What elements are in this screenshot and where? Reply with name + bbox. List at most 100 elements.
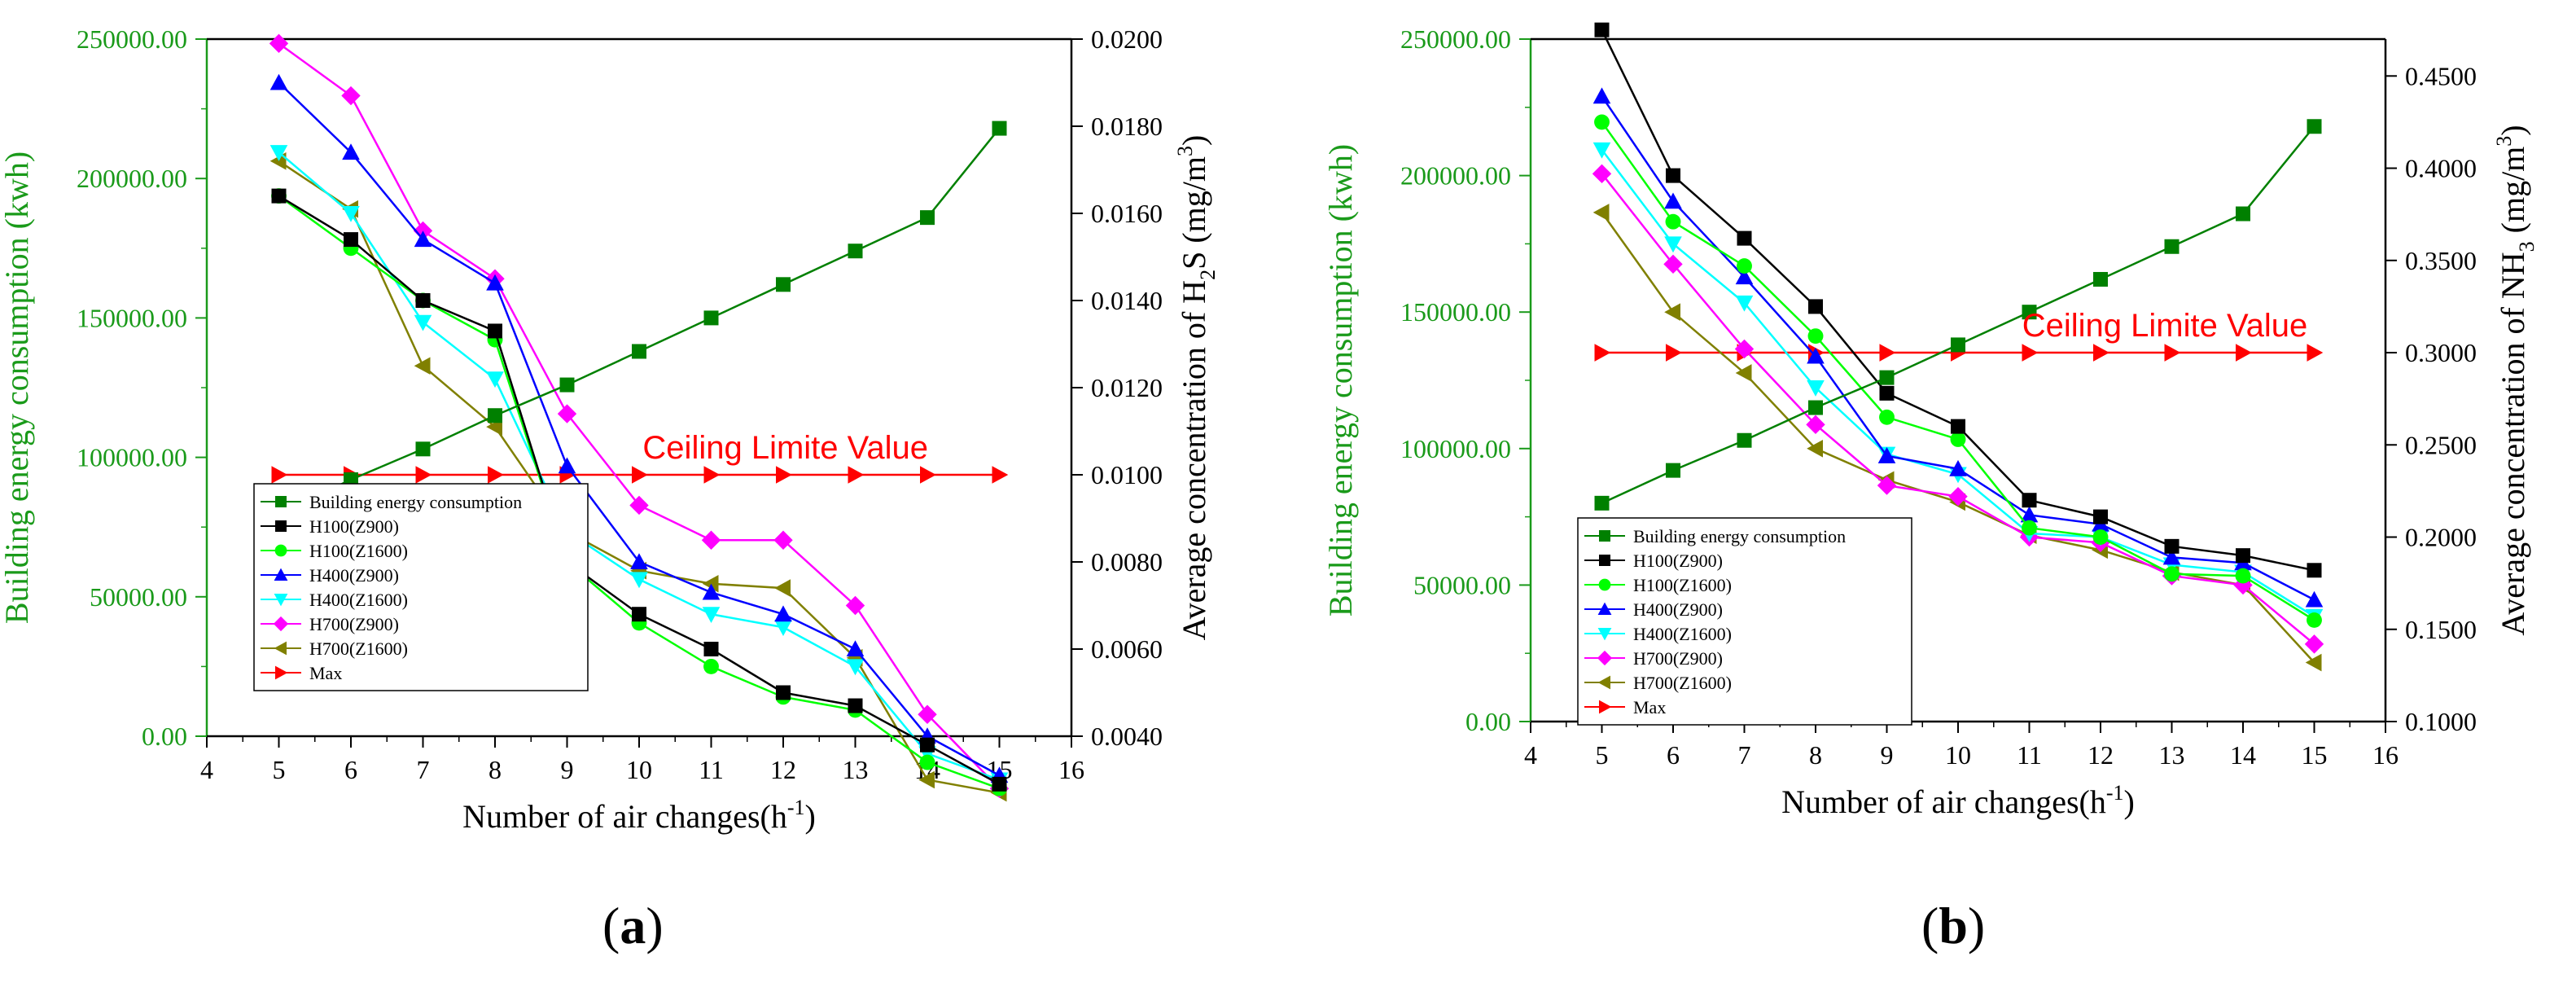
panel-b-y-right-label-part: ) [2495, 125, 2531, 135]
panel-b-data-point [1664, 236, 1682, 253]
panel-a-data-point [271, 188, 287, 204]
panel-b-x-tick-label: 13 [2159, 740, 2185, 770]
panel-a-data-point [557, 404, 577, 423]
panel-b-legend-label: Max [1633, 697, 1666, 717]
panel-b-legend-marker [1597, 650, 1613, 666]
panel-a-y-left-tick-label: 100000.00 [77, 443, 187, 472]
panel-a-y-right-tick-label: 0.0080 [1091, 547, 1163, 577]
panel-b-y-left-tick-label: 0.00 [1465, 707, 1511, 736]
panel-a-y-right-label-part: ) [1176, 135, 1212, 146]
panel-b-x-tick-label: 16 [2372, 740, 2399, 770]
panel-a-y-right-label-part: Average concentration of H [1176, 280, 1212, 640]
panel-a-legend-marker [274, 641, 287, 656]
panel-b-y-right-tick-label: 0.4500 [2405, 61, 2477, 90]
panel-b-y-right-label-part: Average concentration of NH [2495, 252, 2531, 635]
panel-b-data-point [2236, 206, 2250, 222]
panel-a-data-point [774, 605, 792, 622]
panel-b-data-point [2092, 529, 2109, 545]
panel-b-letter: b [1939, 897, 1968, 954]
panel-a-close: ) [646, 897, 664, 954]
panel-a-data-point [414, 230, 432, 248]
panel-b-y-right-tick-label: 0.2500 [2405, 430, 2477, 459]
panel-b-data-point [1592, 204, 1610, 222]
panel-b-legend-marker [1599, 700, 1612, 714]
panel-b-data-point [1737, 258, 1752, 274]
panel-b-data-point [1877, 476, 1897, 495]
panel-b-legend-label: H400(Z1600) [1633, 624, 1732, 644]
panel-b-data-point [2164, 566, 2180, 582]
panel-a-legend-label: H400(Z1600) [309, 590, 408, 610]
panel-b-x-tick-label: 8 [1809, 740, 1822, 770]
panel-a-data-point [920, 210, 935, 226]
panel-b-data-point [1807, 380, 1825, 397]
panel-a-data-point [630, 572, 648, 589]
panel-a-data-point [703, 642, 719, 656]
panel-b-data-point [1664, 192, 1682, 209]
panel-b-data-point [2305, 590, 2324, 608]
panel-b-x-tick-label: 4 [1524, 740, 1537, 770]
panel-a-legend-marker [274, 544, 287, 557]
panel-a-data-point [918, 770, 935, 789]
panel-b-data-point [1594, 344, 1611, 362]
panel-a-data-point [920, 466, 936, 484]
panel-a-data-point [269, 145, 288, 161]
panel-b-data-point [2164, 344, 2181, 362]
panel-a-letter: a [620, 897, 646, 954]
panel-b-data-point [1594, 22, 1610, 37]
panel-b-data-point [2233, 575, 2253, 595]
panel-a-data-point [342, 143, 360, 160]
panel-b-data-point [2307, 612, 2322, 628]
panel-b-data-point [2235, 568, 2251, 584]
panel-a-legend-marker [274, 568, 288, 581]
panel-a-y-right-tick-label: 0.0120 [1091, 373, 1163, 402]
panel-b-data-point [2022, 493, 2037, 508]
panel-b-data-point [1592, 164, 1612, 184]
panel-b-data-point [1737, 230, 1752, 246]
panel-a-data-point [846, 659, 865, 676]
panel-a-data-point [776, 466, 792, 484]
panel-b-data-point [2093, 509, 2108, 524]
panel-b-data-point [1592, 87, 1611, 104]
panel-b-series-H100_Z1600 [1594, 114, 2322, 628]
panel-b-data-point [1808, 299, 1823, 314]
panel-a-data-point [414, 357, 431, 375]
panel-b-data-point [1879, 344, 1896, 362]
panel-a-data-point [488, 466, 504, 484]
panel-b-legend-label: Building energy consumption [1633, 526, 1846, 546]
panel-b-x-label: Number of air changes(h-1) [1781, 781, 2135, 820]
panel-b-data-point [1666, 344, 1682, 362]
panel-a-data-point [559, 377, 575, 393]
panel-b-data-point [2304, 634, 2324, 654]
panel-a-data-point [920, 737, 935, 752]
panel-b-data-point [1594, 495, 1610, 511]
panel-b-y-left-tick-label: 50000.00 [1413, 570, 1511, 599]
panel-a-legend-marker [275, 496, 287, 507]
panel-b-data-point [1879, 409, 1895, 425]
panel-a-data-point [269, 73, 288, 90]
panel-a-data-point [632, 466, 648, 484]
panel-a-data-point [703, 658, 719, 674]
panel-a-data-point [918, 704, 937, 724]
panel-a-data-point [342, 206, 360, 222]
panel-b-y-left-tick-label: 100000.00 [1400, 434, 1511, 463]
panel-b-data-point [2022, 305, 2037, 320]
panel-b-x-tick-label: 9 [1881, 740, 1894, 770]
panel-a-open: ( [602, 897, 620, 954]
panel-b-y-right-tick-label: 0.4000 [2405, 154, 2477, 183]
panel-a-x-label-end: ) [805, 798, 816, 835]
panel-a-y-left-tick-label: 200000.00 [77, 164, 187, 193]
panel-a-data-point [415, 466, 432, 484]
panel-b-data-point [1734, 339, 1755, 359]
panel-a-data-point [415, 293, 431, 308]
panel-a-y-right-tick-label: 0.0200 [1091, 24, 1163, 54]
panel-b-data-point [2305, 653, 2322, 672]
panel-a-data-point [992, 121, 1007, 136]
panel-a-data-point [632, 344, 646, 359]
panel-b-data-point [1737, 432, 1752, 448]
panel-b-data-point [2022, 344, 2039, 362]
panel-a-x-label-sup: -1 [787, 796, 805, 819]
panel-b-data-point [2164, 239, 2180, 254]
panel-a-data-point [992, 776, 1007, 792]
panel-a-data-point [992, 466, 1009, 484]
